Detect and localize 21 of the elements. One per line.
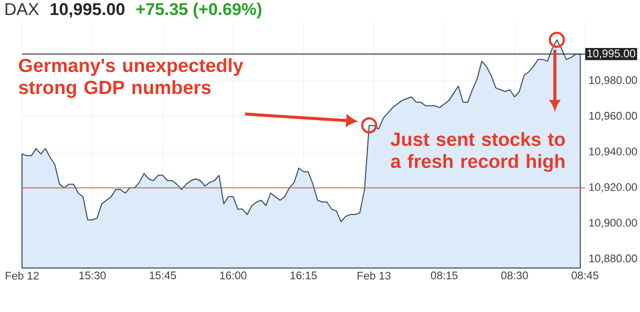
ref-line-label: 10,995.00 <box>588 50 636 59</box>
annotation: Just sent stocks to a fresh record high <box>390 132 565 172</box>
text: +75.35 (+0.69%) <box>136 2 262 19</box>
x-tick-label: Feb 13 <box>358 272 390 280</box>
x-tick-label: 08:15 <box>430 272 458 280</box>
x-tick-label: Feb 12 <box>6 272 39 280</box>
y-tick-label: 10,880.00 <box>589 254 638 264</box>
x-tick-label: 08:45 <box>572 272 598 280</box>
y-tick-label: 10,980.00 <box>589 76 638 86</box>
x-tick-label: 15:45 <box>150 272 176 280</box>
y-tick-label: 10,940.00 <box>589 148 638 157</box>
y-tick-label: 10,920.00 <box>589 183 638 192</box>
annotation: Germany's unexpectedly strong GDP numbers <box>18 58 244 98</box>
x-tick-label: 16:00 <box>220 272 246 280</box>
x-tick-label: 08:30 <box>501 272 528 280</box>
y-tick-label: 10,900.00 <box>589 218 638 228</box>
text: 10,995.00 <box>50 3 124 18</box>
y-tick-label: 10,960.00 <box>589 112 638 122</box>
x-tick-label: 16:15 <box>290 272 317 280</box>
chart-title: DAX <box>6 3 39 15</box>
x-tick-label: 15:30 <box>79 272 106 280</box>
